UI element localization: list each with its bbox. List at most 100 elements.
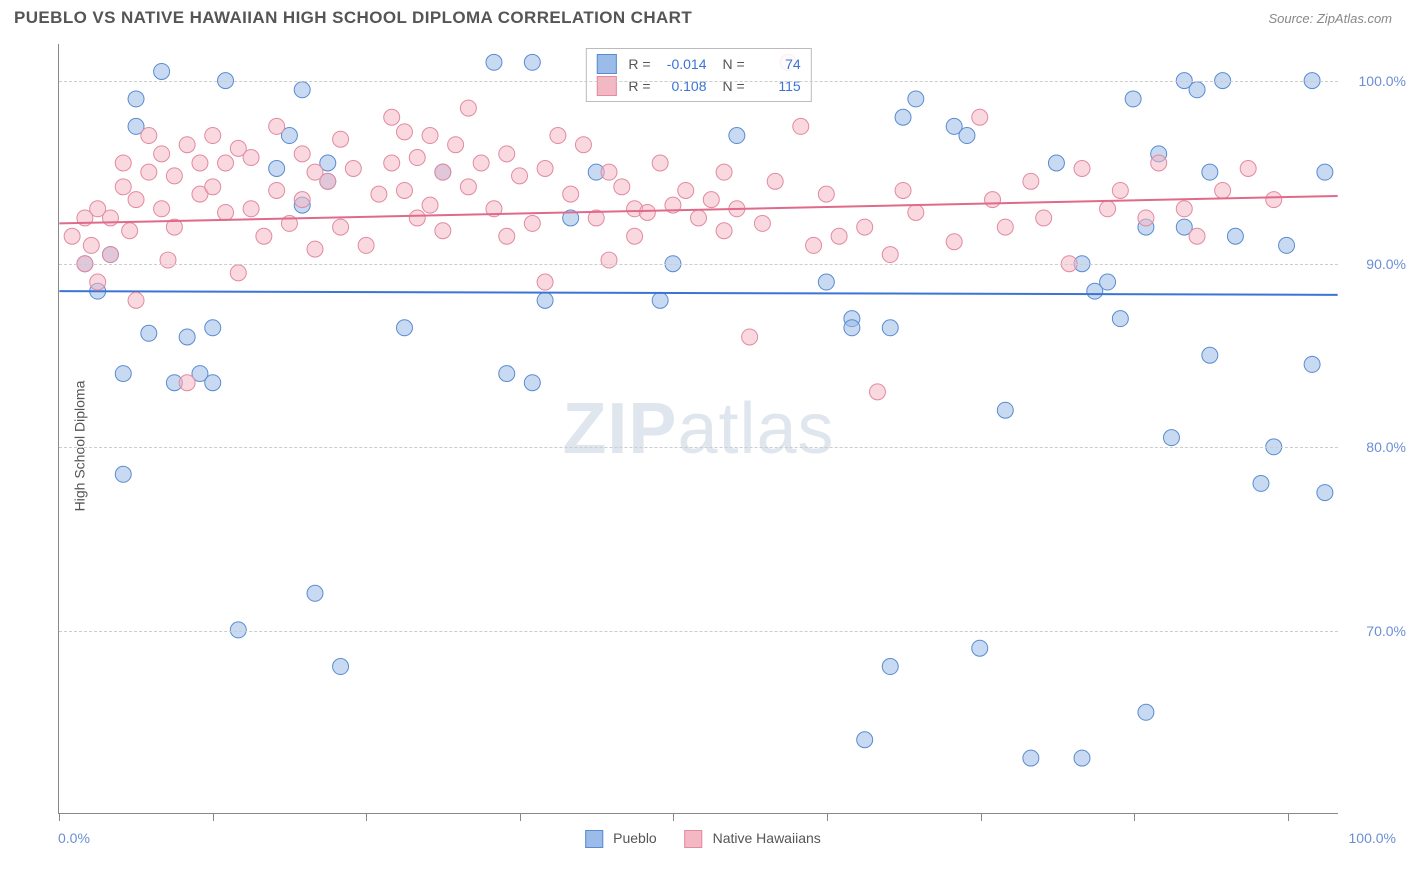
data-point	[908, 204, 924, 220]
data-point	[537, 274, 553, 290]
bottom-legend: Pueblo Native Hawaiians	[585, 830, 821, 848]
stat-legend: R = -0.014 N = 74 R = 0.108 N = 115	[585, 48, 811, 102]
data-point	[294, 82, 310, 98]
data-point	[294, 146, 310, 162]
data-point	[102, 247, 118, 263]
data-point	[550, 128, 566, 144]
data-point	[1240, 161, 1256, 177]
n-label: N =	[723, 53, 745, 75]
data-point	[959, 128, 975, 144]
swatch-pueblo	[596, 54, 616, 74]
data-point	[537, 292, 553, 308]
data-point	[946, 234, 962, 250]
data-point	[230, 265, 246, 281]
data-point	[1074, 750, 1090, 766]
y-tick-label: 100.0%	[1359, 73, 1406, 89]
data-point	[243, 201, 259, 217]
legend-label-pueblo: Pueblo	[613, 830, 657, 846]
data-point	[179, 329, 195, 345]
data-point	[1253, 475, 1269, 491]
data-point	[460, 100, 476, 116]
data-point	[256, 228, 272, 244]
data-point	[333, 219, 349, 235]
data-point	[192, 155, 208, 171]
data-point	[818, 274, 834, 290]
stat-row-hawaiian: R = 0.108 N = 115	[596, 75, 800, 97]
data-point	[205, 375, 221, 391]
data-point	[1100, 274, 1116, 290]
data-point	[320, 173, 336, 189]
data-point	[818, 186, 834, 202]
data-point	[435, 223, 451, 239]
data-point	[1176, 201, 1192, 217]
data-point	[1317, 485, 1333, 501]
legend-label-hawaiian: Native Hawaiians	[713, 830, 821, 846]
data-point	[1304, 356, 1320, 372]
data-point	[742, 329, 758, 345]
data-point	[333, 659, 349, 675]
data-point	[141, 128, 157, 144]
data-point	[499, 366, 515, 382]
stat-row-pueblo: R = -0.014 N = 74	[596, 53, 800, 75]
data-point	[601, 252, 617, 268]
data-point	[154, 201, 170, 217]
x-axis-min-label: 0.0%	[58, 830, 90, 846]
data-point	[1023, 173, 1039, 189]
data-point	[218, 155, 234, 171]
data-point	[1023, 750, 1039, 766]
swatch-pueblo	[585, 830, 603, 848]
data-point	[857, 219, 873, 235]
data-point	[882, 320, 898, 336]
data-point	[678, 182, 694, 198]
data-point	[1138, 704, 1154, 720]
data-point	[754, 215, 770, 231]
n-label: N =	[723, 75, 745, 97]
data-point	[473, 155, 489, 171]
r-label: R =	[628, 53, 650, 75]
data-point	[1202, 347, 1218, 363]
data-point	[614, 179, 630, 195]
data-point	[409, 150, 425, 166]
data-point	[1215, 182, 1231, 198]
data-point	[972, 109, 988, 125]
data-point	[396, 320, 412, 336]
data-point	[358, 237, 374, 253]
data-point	[997, 219, 1013, 235]
swatch-hawaiian	[685, 830, 703, 848]
data-point	[1151, 155, 1167, 171]
data-point	[154, 63, 170, 79]
data-point	[703, 192, 719, 208]
x-axis-max-label: 100.0%	[1349, 830, 1396, 846]
data-point	[1112, 182, 1128, 198]
data-point	[652, 292, 668, 308]
data-point	[122, 223, 138, 239]
data-point	[512, 168, 528, 184]
legend-item-hawaiian: Native Hawaiians	[685, 830, 821, 848]
data-point	[1227, 228, 1243, 244]
data-point	[160, 252, 176, 268]
data-point	[1189, 82, 1205, 98]
data-point	[83, 237, 99, 253]
data-point	[154, 146, 170, 162]
data-point	[729, 128, 745, 144]
data-point	[396, 124, 412, 140]
data-point	[179, 375, 195, 391]
data-point	[895, 182, 911, 198]
data-point	[1266, 192, 1282, 208]
data-point	[384, 109, 400, 125]
legend-item-pueblo: Pueblo	[585, 830, 656, 848]
data-point	[882, 659, 898, 675]
data-point	[1279, 237, 1295, 253]
data-point	[422, 128, 438, 144]
data-point	[575, 137, 591, 153]
data-point	[115, 466, 131, 482]
data-point	[793, 118, 809, 134]
data-point	[128, 292, 144, 308]
data-point	[601, 164, 617, 180]
data-point	[1317, 164, 1333, 180]
data-point	[1189, 228, 1205, 244]
data-point	[499, 146, 515, 162]
trend-line	[59, 291, 1337, 295]
data-point	[627, 228, 643, 244]
title-bar: PUEBLO VS NATIVE HAWAIIAN HIGH SCHOOL DI…	[0, 0, 1406, 32]
